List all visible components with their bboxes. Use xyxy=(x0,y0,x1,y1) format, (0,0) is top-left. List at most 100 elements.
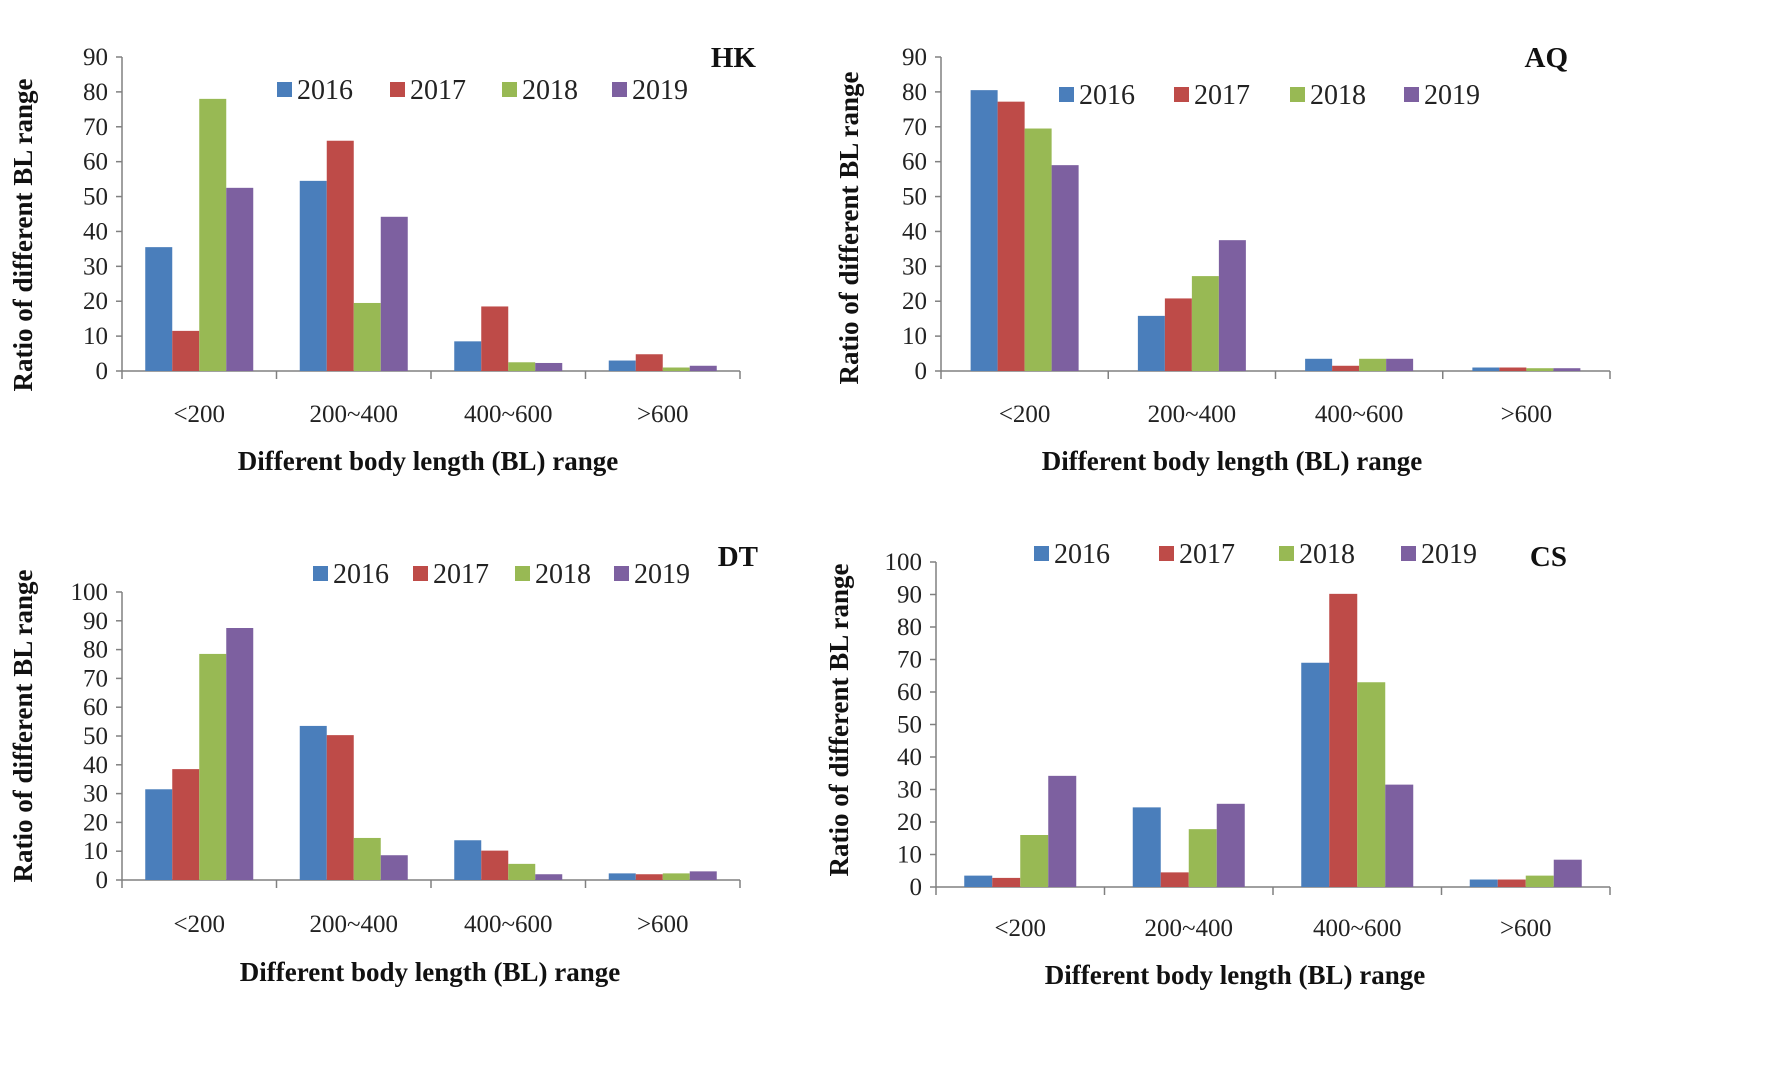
y-tick-label: 50 xyxy=(902,184,927,211)
y-tick-label: 50 xyxy=(83,723,108,750)
bar-2016-1 xyxy=(1132,807,1161,887)
bar-2019-2 xyxy=(1385,784,1414,887)
legend-swatch-2019 xyxy=(614,566,629,581)
bar-2016-3 xyxy=(1469,879,1498,887)
y-axis-label: Ratio of different BL range xyxy=(8,570,38,883)
legend-label-2018: 2018 xyxy=(522,75,578,106)
bar-2018-1 xyxy=(353,302,381,371)
bar-2018-0 xyxy=(1024,128,1052,371)
y-tick-label: 10 xyxy=(83,838,108,865)
bar-2017-0 xyxy=(992,877,1021,887)
y-tick-label: 60 xyxy=(83,149,108,176)
legend-label-2019: 2019 xyxy=(634,559,690,590)
y-axis-label: Ratio of different BL range xyxy=(834,72,864,385)
legend-swatch-2016 xyxy=(277,82,292,97)
y-tick-label: 70 xyxy=(83,114,108,141)
x-axis-label: Different body length (BL) range xyxy=(238,446,618,476)
legend-label-2017: 2017 xyxy=(1194,80,1250,111)
chart-hk-panel: 0 10 20 30 40 50 60 70 80 90 <200 200~400 400~600 >60… xyxy=(0,0,870,476)
legend-swatch-2018 xyxy=(502,82,517,97)
x-tick-label: <200 xyxy=(999,401,1051,428)
legend-label-2019: 2019 xyxy=(1421,539,1477,570)
y-tick-label: 60 xyxy=(83,694,108,721)
chart-title: AQ xyxy=(1525,42,1569,74)
y-tick-label: 30 xyxy=(897,777,922,804)
legend-swatch-2019 xyxy=(1401,546,1416,561)
legend-swatch-2018 xyxy=(515,566,530,581)
y-tick-label: 60 xyxy=(902,149,927,176)
bar-2016-1 xyxy=(299,180,327,371)
y-tick-label: 20 xyxy=(897,809,922,836)
bar-2019-2 xyxy=(1386,358,1414,371)
bar-2018-0 xyxy=(199,653,227,880)
y-tick-label: 10 xyxy=(902,323,927,350)
y-tick-label: 100 xyxy=(885,549,923,576)
bar-2017-3 xyxy=(635,354,663,371)
chart-aq: 0 10 20 30 40 50 60 70 80 90 <200 200~400 400~600 >60… xyxy=(834,42,1611,476)
bar-2016-1 xyxy=(1137,315,1165,371)
bar-2016-3 xyxy=(1472,367,1500,371)
legend-label-2018: 2018 xyxy=(535,559,591,590)
bar-2017-0 xyxy=(997,101,1025,371)
bar-2019-1 xyxy=(1218,240,1246,371)
bar-2018-1 xyxy=(1191,276,1219,371)
y-tick-label: 40 xyxy=(902,218,927,245)
chart-aq-panel: 0 10 20 30 40 50 60 70 80 90 <200 200~400 400~600 >60… xyxy=(834,0,1772,476)
bar-2016-0 xyxy=(145,247,173,371)
x-tick-label: <200 xyxy=(173,401,225,428)
legend-label-2017: 2017 xyxy=(1179,539,1235,570)
x-tick-label: <200 xyxy=(994,915,1046,942)
chart-hk-plot: 0 10 20 30 40 50 60 70 80 90 <200 200~400 400~600 >60… xyxy=(8,42,756,476)
bar-2016-0 xyxy=(964,875,993,887)
legend-swatch-2017 xyxy=(1159,546,1174,561)
legend-swatch-2016 xyxy=(313,566,328,581)
bar-2019-2 xyxy=(535,362,563,371)
chart-cs-plot: 0 10 20 30 40 50 60 70 80 90 100 <200 200~400 400~600… xyxy=(824,539,1611,990)
bar-2019-3 xyxy=(1553,859,1582,887)
y-tick-label: 70 xyxy=(83,665,108,692)
y-tick-label: 30 xyxy=(83,781,108,808)
y-tick-label: 40 xyxy=(83,218,108,245)
y-tick-label: 20 xyxy=(83,288,108,315)
y-tick-label: 0 xyxy=(910,874,923,901)
bar-2016-2 xyxy=(1305,358,1333,371)
x-tick-label: >600 xyxy=(1500,915,1552,942)
y-tick-label: 10 xyxy=(897,842,922,869)
bar-2019-2 xyxy=(535,874,563,880)
x-tick-label: >600 xyxy=(1501,401,1553,428)
legend-label-2016: 2016 xyxy=(333,559,389,590)
y-axis-label: Ratio of different BL range xyxy=(824,564,854,877)
bar-2016-3 xyxy=(608,873,636,880)
x-tick-label: 200~400 xyxy=(1148,401,1237,428)
bar-2016-3 xyxy=(608,360,636,371)
chart-title: CS xyxy=(1530,541,1567,573)
legend-swatch-2018 xyxy=(1279,546,1294,561)
bar-2017-2 xyxy=(1332,365,1360,371)
legend-swatch-2018 xyxy=(1290,87,1305,102)
bar-2019-0 xyxy=(1048,775,1077,887)
x-tick-label: 200~400 xyxy=(309,401,398,428)
legend-label-2016: 2016 xyxy=(1079,80,1135,111)
y-tick-label: 100 xyxy=(71,579,109,606)
bar-2018-3 xyxy=(662,873,690,880)
legend-label-2016: 2016 xyxy=(1054,539,1110,570)
bar-2018-0 xyxy=(199,98,227,371)
bar-2018-2 xyxy=(1359,358,1387,371)
x-axis-label: Different body length (BL) range xyxy=(1045,960,1425,990)
legend-label-2017: 2017 xyxy=(433,559,489,590)
bar-2016-2 xyxy=(454,341,482,371)
bar-2017-3 xyxy=(1497,879,1526,887)
y-tick-label: 60 xyxy=(897,679,922,706)
bar-2018-1 xyxy=(1188,829,1217,887)
y-tick-label: 30 xyxy=(83,253,108,280)
bar-2019-0 xyxy=(226,187,254,371)
bar-2016-2 xyxy=(454,840,482,880)
y-tick-label: 30 xyxy=(902,253,927,280)
x-axis-label: Different body length (BL) range xyxy=(1042,446,1422,476)
legend-label-2016: 2016 xyxy=(297,75,353,106)
bar-2019-1 xyxy=(380,216,408,371)
bar-2017-1 xyxy=(326,140,354,371)
chart-title: DT xyxy=(718,541,758,573)
bar-2018-2 xyxy=(508,863,536,880)
